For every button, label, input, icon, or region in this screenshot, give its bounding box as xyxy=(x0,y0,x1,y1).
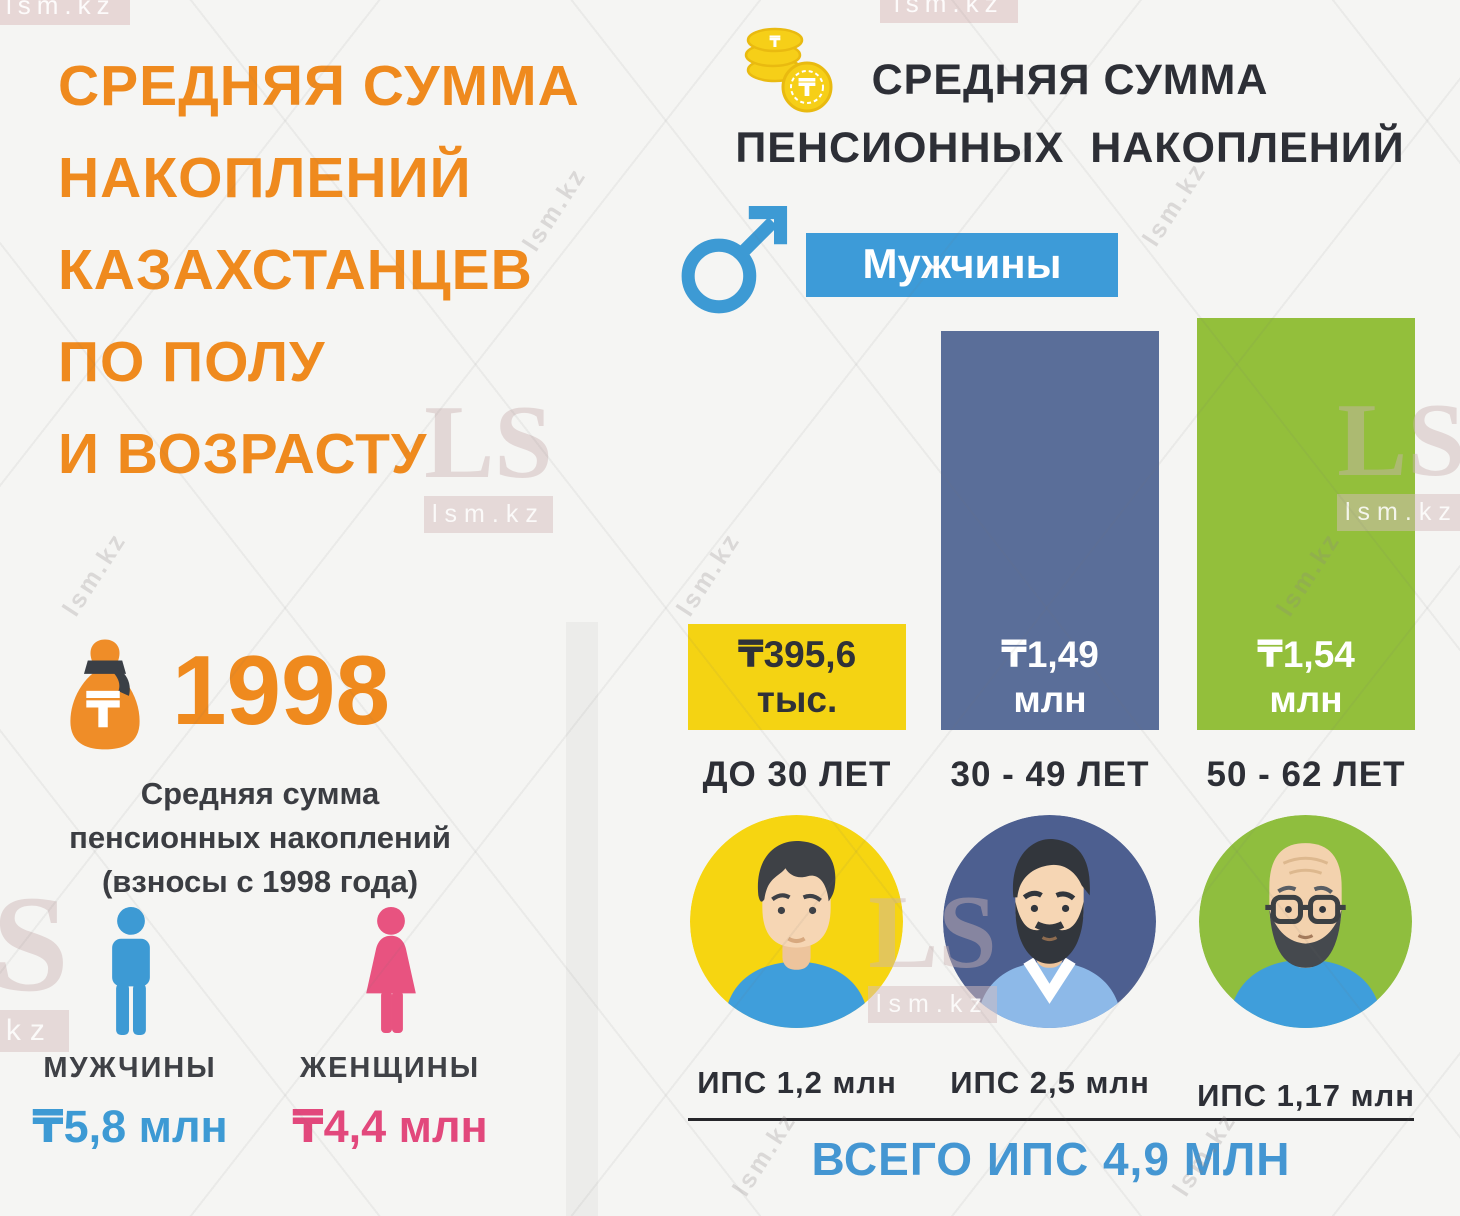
right-header: СРЕДНЯЯ СУММА ПЕНСИОННЫХ НАКОПЛЕНИЙ xyxy=(690,46,1450,182)
women-label: ЖЕНЩИНЫ xyxy=(299,1052,481,1084)
bar: ₸1,49 млн xyxy=(941,331,1159,730)
right-header-line: ПЕНСИОННЫХ НАКОПЛЕНИЙ xyxy=(735,124,1405,172)
female-figure-icon xyxy=(366,906,416,1034)
bar-value-line: млн xyxy=(1269,679,1343,720)
category-label: ДО 30 ЛЕТ xyxy=(702,755,892,794)
bar-value-label: ₸395,6 тыс. xyxy=(688,632,906,722)
year-caption: Средняя сумма пенсионных накоплений (взн… xyxy=(25,772,495,904)
bar-value-line: тыс. xyxy=(756,679,838,720)
ips-label: ИПС 1,2 млн xyxy=(697,1065,897,1100)
avatar-bald-man xyxy=(1199,815,1412,1028)
vertical-divider xyxy=(566,622,598,1216)
year-caption-line: пенсионных накоплений xyxy=(69,820,451,855)
watermark-ls-stamp: LS lsm.kz xyxy=(0,867,69,1052)
infographic-title-line: КАЗАХСТАНЦЕВ xyxy=(58,238,533,302)
infographic-title-line: И ВОЗРАСТУ xyxy=(58,422,428,486)
watermark-ls-url: lsm.kz xyxy=(424,496,553,533)
bar-value-label: ₸1,54 млн xyxy=(1197,632,1415,722)
year-caption-line: Средняя сумма xyxy=(140,776,380,811)
avatar-young-man xyxy=(690,815,903,1028)
page-title: СРЕДНЯЯ СУММА НАКОПЛЕНИЙ КАЗАХСТАНЦЕВ ПО… xyxy=(58,40,638,500)
ips-label: ИПС 1,17 млн xyxy=(1197,1078,1415,1113)
svg-text:₸: ₸ xyxy=(86,682,121,738)
year-caption-line: (взносы с 1998 года) xyxy=(101,864,419,899)
infographic-title-line: СРЕДНЯЯ СУММА xyxy=(58,54,580,118)
infographic-title-line: НАКОПЛЕНИЙ xyxy=(58,146,472,210)
men-value: ₸5,8 млн xyxy=(32,1101,228,1152)
women-value: ₸4,4 млн xyxy=(292,1101,488,1152)
total-ips-value: ВСЕГО ИПС 4,9 МЛН xyxy=(811,1133,1291,1185)
svg-text:₸: ₸ xyxy=(798,74,816,102)
male-figure-icon xyxy=(112,906,150,1036)
year-value: 1998 xyxy=(172,635,391,745)
svg-text:₸: ₸ xyxy=(769,34,780,51)
bar-value-line: ₸1,54 xyxy=(1257,634,1355,675)
age-group-column-under30: ₸395,6 тыс. ДО 30 ЛЕТ ИПС 1,2 млн xyxy=(667,310,927,1120)
bar-value-line: ₸395,6 xyxy=(737,634,857,675)
total-divider-line xyxy=(688,1118,1414,1121)
category-label: 30 - 49 ЛЕТ xyxy=(950,755,1150,794)
bar: ₸1,54 млн xyxy=(1197,318,1415,730)
coins-icon: ₸ ₸ xyxy=(744,27,833,113)
men-label: МУЖЧИНЫ xyxy=(43,1052,217,1084)
right-header-line: СРЕДНЯЯ СУММА xyxy=(871,56,1269,104)
category-label: 50 - 62 ЛЕТ xyxy=(1206,755,1406,794)
bar-value-label: ₸1,49 млн xyxy=(941,632,1159,722)
watermark-top-left: lsm.kz xyxy=(0,0,130,25)
age-group-column-30-49: ₸1,49 млн 30 - 49 ЛЕТ ИПС 2,5 м xyxy=(920,310,1180,1120)
money-bag-icon: ₸ xyxy=(70,639,140,750)
age-group-column-50-62: ₸1,54 млн 50 - 62 ЛЕТ xyxy=(1176,310,1436,1120)
gender-badge: Мужчины xyxy=(806,233,1118,297)
watermark-ls-url: lsm.kz xyxy=(0,1010,69,1052)
bar: ₸395,6 тыс. xyxy=(688,624,906,730)
infographic-title-line: ПО ПОЛУ xyxy=(58,330,326,394)
bar-value-line: ₸1,49 xyxy=(1001,634,1099,675)
male-symbol-icon xyxy=(681,206,788,314)
watermark-top-center: lsm.kz xyxy=(880,0,1018,23)
bar-value-line: млн xyxy=(1013,679,1087,720)
watermark-ls-letters: LS xyxy=(0,867,69,1020)
avatar-bearded-man xyxy=(943,815,1156,1028)
ips-label: ИПС 2,5 млн xyxy=(950,1065,1150,1100)
watermark-rotated-text: lsm.kz xyxy=(57,527,133,622)
